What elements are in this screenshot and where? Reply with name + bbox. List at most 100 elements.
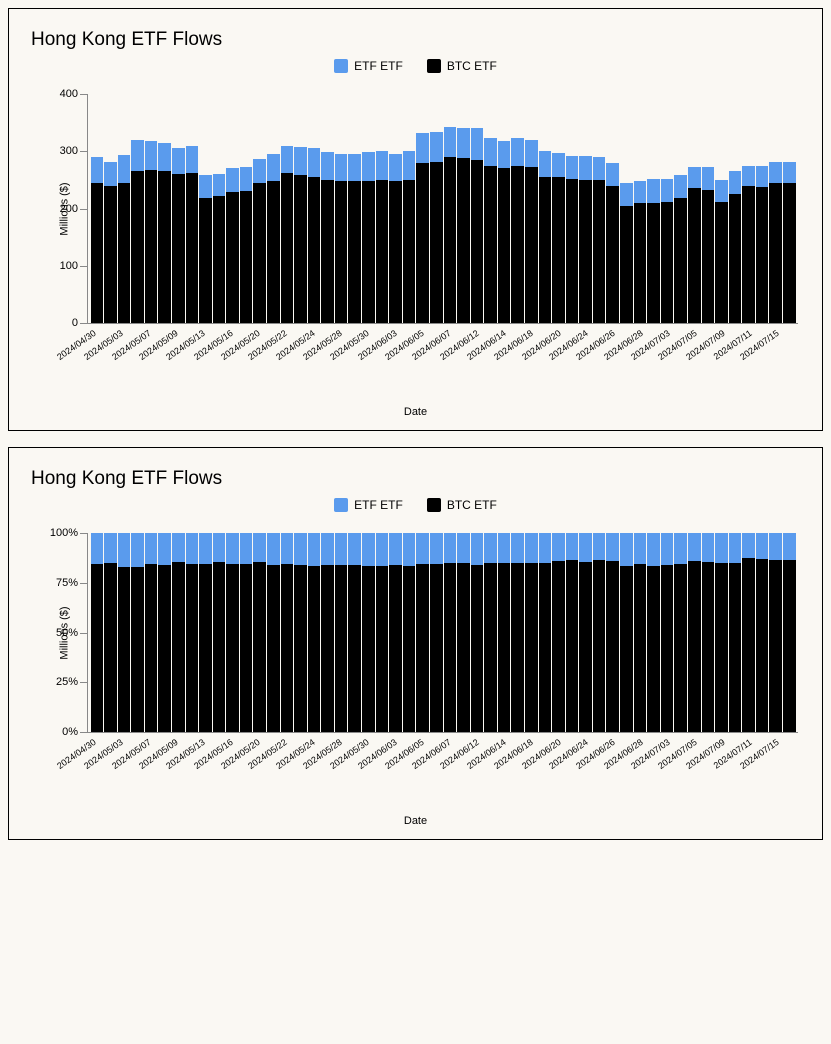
bar-segment-btc: [579, 562, 592, 732]
bar: [715, 533, 728, 732]
bar: [539, 533, 552, 732]
bar: [118, 94, 131, 323]
bar-segment-etf: [457, 128, 470, 158]
bar: [484, 94, 497, 323]
bar-segment-btc: [199, 198, 212, 323]
bar-segment-etf: [145, 533, 158, 564]
bar-segment-etf: [186, 146, 199, 173]
bar: [674, 533, 687, 732]
bar-segment-btc: [308, 177, 321, 323]
bar: [661, 94, 674, 323]
bar-segment-etf: [389, 154, 402, 181]
chart-percent: Hong Kong ETF FlowsETF ETFBTC ETF0%25%50…: [8, 447, 823, 840]
bar-segment-btc: [131, 567, 144, 732]
bar: [294, 533, 307, 732]
bar: [661, 533, 674, 732]
bar-segment-etf: [539, 151, 552, 177]
bar-segment-etf: [416, 133, 429, 163]
bar-segment-etf: [688, 533, 701, 561]
x-axis-title: Date: [25, 815, 806, 827]
bar: [172, 533, 185, 732]
bar: [348, 533, 361, 732]
bar-segment-etf: [376, 533, 389, 566]
bar-segment-btc: [552, 177, 565, 323]
legend: ETF ETFBTC ETF: [25, 59, 806, 76]
bar: [457, 94, 470, 323]
bar-segment-btc: [91, 564, 104, 732]
bar: [362, 533, 375, 732]
bar-segment-btc: [158, 171, 171, 323]
legend-swatch: [334, 59, 348, 73]
bar-segment-etf: [593, 533, 606, 560]
legend-swatch: [427, 59, 441, 73]
bar-segment-etf: [471, 533, 484, 565]
chart-area: 0100200300400Millions ($)2024/04/302024/…: [87, 84, 798, 404]
chart-title: Hong Kong ETF Flows: [31, 468, 806, 490]
legend-item: BTC ETF: [427, 59, 497, 73]
bar: [430, 533, 443, 732]
bar-segment-etf: [783, 162, 796, 184]
bar-segment-etf: [321, 533, 334, 565]
bar: [308, 533, 321, 732]
bar-segment-btc: [674, 198, 687, 323]
bar: [403, 533, 416, 732]
bar: [742, 94, 755, 323]
bar: [172, 94, 185, 323]
bar: [335, 94, 348, 323]
bar-segment-etf: [376, 151, 389, 180]
chart-area: 0%25%50%75%100%Millions ($)2024/04/30202…: [87, 523, 798, 813]
bar: [104, 94, 117, 323]
bar-segment-etf: [348, 154, 361, 181]
bar-segment-etf: [294, 147, 307, 176]
bar-segment-btc: [131, 171, 144, 323]
bar-segment-btc: [186, 564, 199, 732]
bar-segment-btc: [634, 203, 647, 323]
bar: [484, 533, 497, 732]
bar-segment-etf: [281, 146, 294, 173]
bar: [131, 94, 144, 323]
bar-segment-etf: [715, 533, 728, 563]
bar-segment-btc: [498, 563, 511, 732]
bar-segment-btc: [376, 180, 389, 323]
y-axis-title: Millions ($): [59, 606, 71, 659]
y-tick-label: 0%: [62, 726, 88, 738]
legend-swatch: [427, 498, 441, 512]
bar-segment-etf: [661, 533, 674, 565]
bar: [131, 533, 144, 732]
bar: [158, 94, 171, 323]
bar: [91, 94, 104, 323]
bar-segment-etf: [511, 138, 524, 165]
bar-segment-btc: [267, 181, 280, 323]
bar-segment-btc: [756, 559, 769, 732]
bar-segment-btc: [484, 166, 497, 323]
bar-segment-etf: [118, 533, 131, 567]
bar-segment-etf: [226, 533, 239, 564]
bar-segment-btc: [213, 562, 226, 732]
bar-segment-etf: [525, 140, 538, 167]
bar-segment-btc: [674, 564, 687, 732]
bar: [756, 94, 769, 323]
bar-segment-etf: [484, 138, 497, 165]
bar-segment-btc: [525, 167, 538, 323]
bar-segment-btc: [186, 173, 199, 323]
bar-segment-etf: [525, 533, 538, 563]
bar-segment-btc: [321, 180, 334, 323]
bar-segment-etf: [172, 148, 185, 174]
bar-segment-btc: [620, 566, 633, 733]
bar-segment-etf: [403, 151, 416, 180]
bar-segment-etf: [702, 167, 715, 190]
bar: [253, 94, 266, 323]
bar: [158, 533, 171, 732]
bar-segment-etf: [742, 166, 755, 186]
bar: [634, 94, 647, 323]
bar-segment-btc: [281, 173, 294, 323]
bar-segment-btc: [525, 563, 538, 732]
bar-segment-btc: [498, 168, 511, 323]
bar: [471, 94, 484, 323]
bar-segment-btc: [253, 183, 266, 323]
bar-segment-etf: [104, 162, 117, 186]
bar-segment-etf: [674, 175, 687, 198]
bar: [389, 533, 402, 732]
bar-segment-etf: [444, 127, 457, 157]
bar: [240, 94, 253, 323]
